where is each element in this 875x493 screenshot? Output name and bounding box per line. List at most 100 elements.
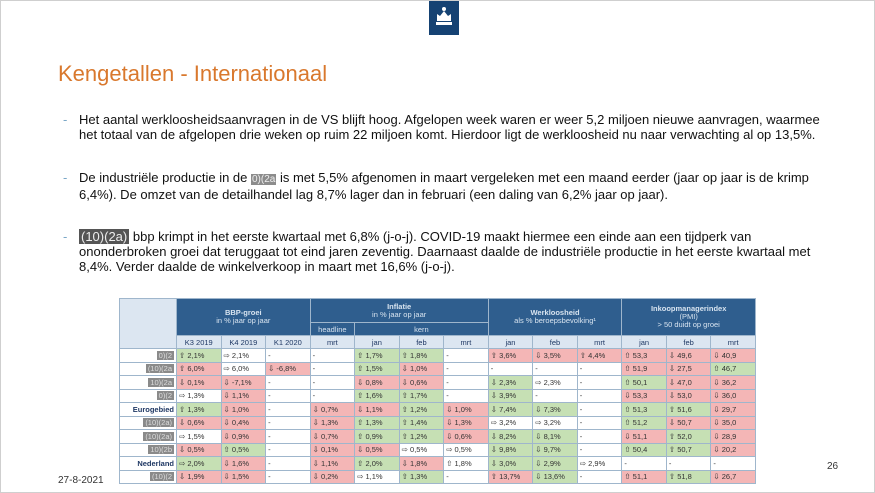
cell: ⇩ 0,6%: [443, 429, 489, 444]
logo: [429, 1, 459, 35]
cell: -: [265, 415, 311, 430]
cell: ⇧ 6,0%: [176, 361, 222, 376]
title: Kengetallen - Internationaal: [58, 61, 328, 86]
data-row: (10)(2a ⇧ 6,0% ⇨ 6,0% ⇩ -6,8% - ⇧ 1,5% ⇩ 1,0% -…: [119, 361, 756, 376]
cell: ⇧ 52,0: [665, 429, 712, 444]
data-row: 0)(2 ⇧ 2,1% ⇨ 2,1% - - ⇧ 1,7% ⇧ 1,8% - ⇧ 3,6% ⇩ 3…: [119, 348, 756, 363]
column-header: jan: [621, 335, 667, 349]
cell: -: [443, 348, 489, 363]
cell: ⇧ 50,7: [665, 442, 712, 457]
cell: ⇧ 51,1: [621, 469, 667, 484]
group-header: Inkoopmanagerindex (PMI) > 50 duidt op gro…: [621, 298, 756, 336]
group-header-line: BBP-groei: [224, 308, 262, 317]
footer-date: 27-8-2021: [58, 475, 104, 486]
cell: ⇧ 1,2%: [398, 402, 445, 417]
cell: ⇩ 8,2%: [487, 429, 534, 444]
data-row: (10)(2 ⇩ 1,9% ⇩ 1,5% - ⇩ 0,2% ⇨ 1,1% ⇧ 1,3% - ⇧ …: [119, 469, 756, 484]
redaction: 0)(2a: [251, 174, 277, 185]
indicator-table: BBP-groei in % jaar op jaar Inflatie in % j…: [119, 298, 756, 484]
cell: ⇨ 2,0%: [176, 456, 222, 471]
cell: ⇩ 27,5: [665, 361, 712, 376]
cell: ⇧ 1,4%: [398, 415, 445, 430]
cell: ⇩ 0,6%: [176, 415, 222, 430]
cell: ⇩ 7,4%: [487, 402, 534, 417]
cell: ⇩ 1,0%: [398, 361, 445, 376]
cell: ⇧ 4,4%: [576, 348, 623, 363]
redaction: (10)(2a): [79, 229, 130, 244]
subheader-row: headline kern: [120, 322, 756, 336]
cell: ⇧ 1,8%: [398, 348, 445, 363]
row-label: 0)(2: [156, 391, 174, 401]
cell: ⇩ 0,2%: [309, 469, 356, 484]
column-header: jan: [354, 335, 400, 349]
bullet-text: bbp krimpt in het eerste kwartaal met 6,…: [79, 229, 811, 274]
cell: ⇧ 0,9%: [354, 429, 400, 444]
cell: ⇧ 51,2: [621, 415, 667, 430]
group-header: BBP-groei in % jaar op jaar: [176, 298, 311, 336]
cell: -: [265, 469, 311, 484]
column-header: K4 2019: [220, 335, 267, 349]
cell: ⇩ 3,9%: [487, 388, 534, 403]
cell: -: [621, 456, 667, 471]
cell: -: [265, 456, 311, 471]
cell: -: [665, 456, 712, 471]
cell: -: [487, 361, 534, 376]
cell: -: [710, 456, 756, 471]
group-header-line: in % jaar op jaar: [216, 316, 271, 325]
cell: ⇨ 3,2%: [487, 415, 534, 430]
cell: ⇧ 2,0%: [354, 456, 400, 471]
cell: ⇩ 40,9: [710, 348, 756, 363]
column-header: mrt: [443, 335, 489, 349]
group-header-line: Inflatie: [387, 301, 412, 311]
cell: -: [265, 402, 311, 417]
cell: ⇧ 2,1%: [176, 348, 222, 363]
column-header: mrt: [576, 335, 623, 349]
cell: ⇧ 1,6%: [354, 388, 400, 403]
cell: ⇧ 1,3%: [176, 402, 222, 417]
row-label: 10)(2b: [148, 445, 174, 455]
cell: ⇩ 0,8%: [354, 375, 400, 390]
row-label: (10)(2a: [145, 364, 174, 374]
row-label: 10)(2a: [148, 377, 174, 387]
row-label-cell: Eurogebied: [119, 402, 177, 417]
cell: -: [265, 348, 311, 363]
cell: -: [265, 388, 311, 403]
cell: ⇩ 53,0: [665, 388, 712, 403]
cell: -: [443, 469, 489, 484]
row-label-cell: (10)(2: [119, 469, 177, 484]
data-row: Eurogebied ⇧ 1,3% ⇩ 1,0% - ⇩ 0,7% ⇩ 1,1% ⇧ 1,2…: [119, 402, 756, 417]
group-header-line: Inkoopmanagerindex: [650, 304, 727, 313]
cell: ⇧ 1,5%: [354, 361, 400, 376]
cell: ⇧ 1,3%: [398, 469, 445, 484]
bullet-text: is met 5,5% afgenomen in maart vergeleke…: [79, 170, 809, 202]
cell: -: [443, 375, 489, 390]
column-header: K3 2019: [176, 335, 222, 349]
cell: ⇩ 3,0%: [487, 456, 534, 471]
cell: ⇧ 1,7%: [354, 348, 400, 363]
cell: ⇩ 26,7: [710, 469, 756, 484]
row-label-cell: 0)(2: [119, 388, 177, 403]
cell: -: [576, 375, 623, 390]
cell: -: [532, 388, 578, 403]
row-label-cell: 0)(2: [119, 348, 177, 363]
cell: -: [532, 361, 578, 376]
cell: ⇩ 0,7%: [309, 429, 356, 444]
cell: ⇩ 28,9: [710, 429, 756, 444]
cell: ⇩ 3,5%: [532, 348, 578, 363]
subgroup: headline: [309, 322, 356, 336]
row-label: Nederland: [137, 458, 174, 468]
cell: ⇩ -6,8%: [265, 361, 311, 376]
data-row: 10)(2a ⇩ 0,1% ⇩ -7,1% - - ⇩ 0,8% ⇩ 0,6% - ⇩ 2,3%…: [119, 375, 756, 390]
group-header-line: in % jaar op jaar: [372, 309, 427, 319]
cell: -: [576, 469, 623, 484]
cell: ⇩ 0,6%: [398, 375, 445, 390]
cell: ⇧ 1,3%: [354, 415, 400, 430]
cell: ⇩ 36,0: [710, 388, 756, 403]
cell: ⇧ 0,5%: [220, 442, 267, 457]
cell: ⇩ 1,6%: [220, 456, 267, 471]
cell: ⇨ 6,0%: [220, 361, 267, 376]
cell: -: [443, 388, 489, 403]
cell: ⇩ 0,5%: [354, 442, 400, 457]
corner: [119, 298, 177, 349]
